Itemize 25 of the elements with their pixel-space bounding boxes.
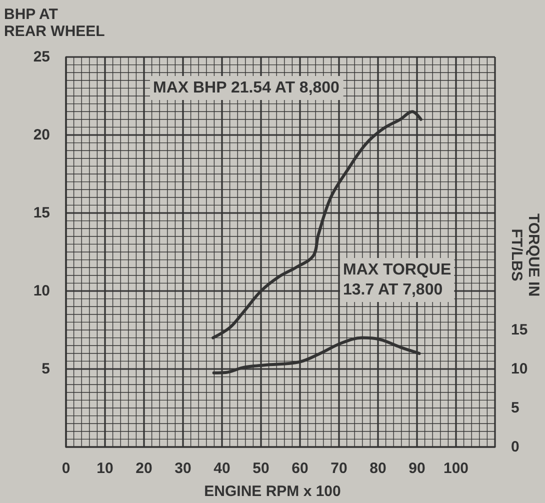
x-tick-label: 40	[214, 460, 230, 477]
y2-tick-label: 10	[511, 360, 528, 378]
x-tick-label: 50	[252, 460, 270, 477]
x-tick-label: 30	[174, 460, 192, 477]
x-tick-label: 0	[62, 460, 70, 477]
x-tick-label: 20	[136, 460, 152, 477]
y2-axis-title: TORQUE IN FT/LBS	[508, 213, 542, 297]
x-tick-label: 70	[330, 460, 348, 477]
y-tick-label: 15	[33, 204, 50, 222]
y2-tick-label: 15	[511, 322, 528, 338]
y2-tick-label: 5	[511, 400, 520, 416]
y-axis-title: BHP AT REAR WHEEL	[4, 6, 105, 40]
y2-tick-label: 0	[511, 438, 520, 456]
annotation: MAX BHP 21.54 AT 8,800	[153, 80, 340, 96]
y-tick-label: 10	[33, 282, 50, 300]
y-tick-label: 20	[33, 126, 50, 144]
x-tick-label: 60	[292, 460, 308, 477]
x-tick-label: 80	[370, 460, 386, 477]
y-tick-label: 25	[33, 48, 50, 66]
x-axis-title: ENGINE RPM x 100	[204, 483, 341, 500]
annotation: MAX TORQUE 13.7 AT 7,800	[343, 262, 452, 298]
x-tick-label: 100	[443, 460, 469, 477]
y-tick-label: 5	[42, 360, 50, 378]
x-tick-label: 10	[96, 460, 114, 477]
x-tick-label: 90	[408, 460, 426, 477]
